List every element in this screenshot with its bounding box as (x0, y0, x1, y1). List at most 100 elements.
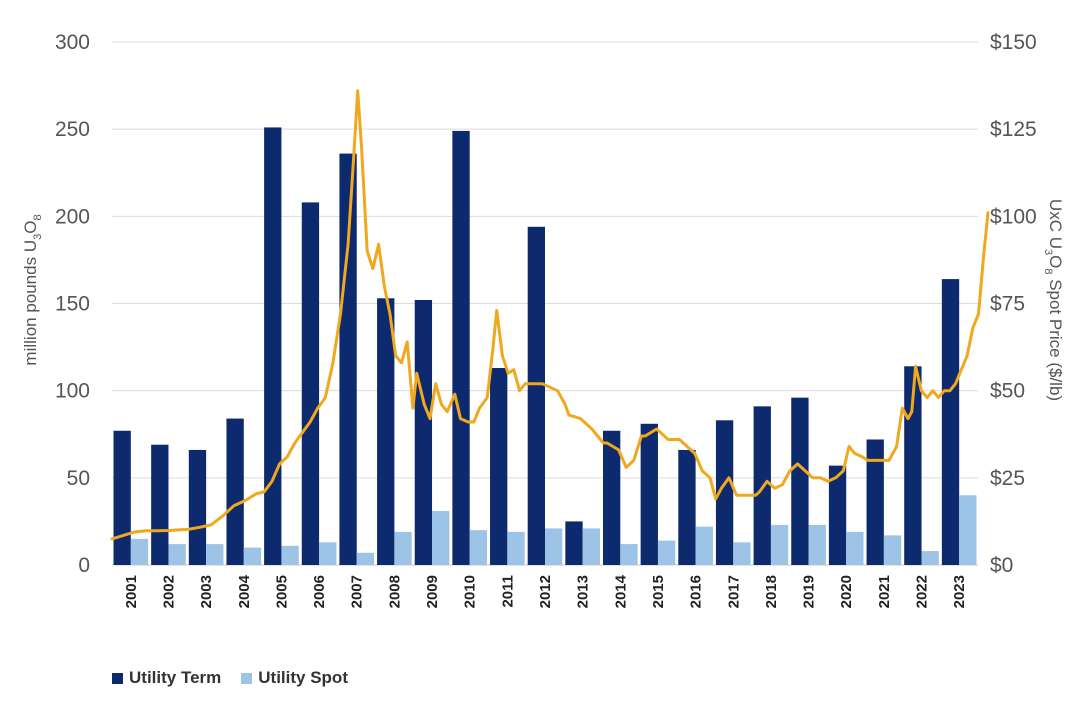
bar-utility-term (866, 439, 884, 565)
bar-utility-spot (733, 542, 751, 565)
x-tick-label: 2007 (349, 575, 366, 608)
bar-utility-term (113, 430, 131, 565)
bar-utility-spot (469, 530, 488, 565)
left-tick-label: 0 (78, 554, 90, 577)
bar-utility-term (828, 465, 847, 565)
legend-swatch-term (112, 672, 123, 684)
bar-utility-spot (620, 544, 638, 565)
legend-label-term: Utility Term (129, 668, 222, 687)
bar-utility-spot (695, 526, 713, 565)
bar-utility-term (678, 449, 696, 565)
left-tick-label: 100 (55, 380, 90, 403)
right-axis-title-sub1: 3 (1042, 249, 1054, 255)
x-tick-label: 2001 (123, 575, 140, 608)
x-tick-label: 2013 (575, 575, 592, 608)
bar-utility-term (602, 430, 621, 565)
right-tick-label: $50 (990, 380, 1025, 403)
bar-utility-term (264, 127, 282, 565)
bar-utility-term (715, 420, 734, 565)
right-tick-label: $75 (990, 293, 1025, 316)
right-axis-title-sub2: 8 (1042, 268, 1054, 274)
bar-utility-term (188, 449, 207, 565)
bar-utility-spot (130, 538, 149, 565)
left-axis-title-main: million pounds U (21, 240, 40, 366)
bar-utility-spot (959, 495, 977, 565)
bar-utility-spot (243, 547, 262, 565)
right-axis-title-main: UxC U (1046, 199, 1065, 249)
right-tick-label: $0 (990, 554, 1013, 577)
left-tick-label: 200 (55, 205, 90, 228)
x-tick-label: 2009 (424, 575, 441, 608)
bar-utility-spot (545, 528, 563, 565)
x-tick-label: 2002 (160, 575, 177, 608)
bar-utility-spot (206, 544, 224, 565)
left-axis-title-sub1: 3 (32, 234, 44, 240)
x-tick-label: 2004 (236, 574, 253, 608)
bar-utility-spot (356, 552, 375, 565)
x-tick-label: 2023 (951, 575, 968, 608)
legend-item-spot: Utility Spot (241, 668, 348, 688)
left-axis-title-mid: O (21, 221, 40, 234)
x-tick-label: 2006 (311, 575, 328, 608)
bar-utility-term (301, 202, 320, 566)
right-axis-title-mid: O (1046, 255, 1065, 268)
bar-utility-spot (883, 535, 902, 565)
legend: Utility Term Utility Spot (112, 668, 348, 688)
right-axis-title-end: Spot Price ($/lb) (1046, 274, 1065, 401)
bar-utility-term (640, 423, 658, 565)
right-tick-label: $25 (990, 467, 1025, 490)
legend-swatch-spot (241, 672, 253, 684)
right-tick-label: $100 (990, 205, 1037, 228)
left-axis-title-sub2: 8 (32, 214, 44, 220)
legend-item-term: Utility Term (112, 668, 221, 688)
x-tick-label: 2022 (914, 575, 931, 608)
bar-utility-spot (657, 540, 676, 565)
bar-utility-term (941, 279, 960, 565)
x-tick-label: 2017 (725, 575, 742, 608)
x-tick-label: 2005 (273, 575, 290, 608)
left-tick-label: 300 (55, 31, 90, 54)
bar-utility-term (226, 418, 244, 565)
x-tick-label: 2003 (198, 575, 215, 608)
bar-utility-spot (846, 531, 864, 565)
x-tick-label: 2021 (876, 575, 893, 608)
right-axis-title: UxC U3O8 Spot Price ($/lb) (1042, 199, 1065, 401)
x-tick-label: 2018 (763, 575, 780, 608)
bar-utility-term (377, 298, 395, 565)
bar-utility-spot (507, 531, 525, 565)
bar-utility-spot (394, 531, 412, 565)
price-line-layer (110, 89, 990, 541)
bar-utility-spot (432, 510, 450, 565)
left-tick-label: 50 (67, 467, 90, 490)
left-tick-label: 250 (55, 118, 90, 141)
bar-utility-spot (921, 551, 939, 565)
bar-utility-term (414, 300, 433, 565)
axis-labels: 0 $0 50 $25 100 $50 150 $75 200 $100 250 $125 300 $15… (55, 31, 1037, 608)
bar-utility-spot (582, 528, 600, 565)
bar-utility-spot (281, 545, 299, 565)
bar-utility-spot (770, 524, 789, 565)
x-tick-label: 2008 (386, 575, 403, 608)
bar-utility-term (565, 521, 583, 565)
x-tick-label: 2012 (537, 575, 554, 608)
spot-price-line (110, 89, 990, 541)
bar-utility-spot (168, 544, 186, 565)
bar-utility-term (151, 444, 169, 565)
bar-utility-term (527, 226, 545, 565)
left-tick-label: 150 (55, 293, 90, 316)
x-tick-label: 2015 (650, 575, 667, 608)
bar-utility-term (791, 397, 809, 565)
x-tick-label: 2019 (801, 575, 818, 608)
x-tick-label: 2010 (462, 575, 479, 608)
left-axis-title: million pounds U3O8 (21, 214, 44, 365)
x-tick-label: 2020 (838, 575, 855, 608)
x-tick-label: 2011 (499, 575, 516, 608)
bar-utility-spot (808, 524, 826, 565)
bar-utility-spot (319, 542, 337, 565)
bar-utility-term (452, 130, 470, 565)
right-tick-label: $125 (990, 118, 1037, 141)
right-tick-label: $150 (990, 31, 1037, 54)
legend-label-spot: Utility Spot (258, 668, 348, 687)
